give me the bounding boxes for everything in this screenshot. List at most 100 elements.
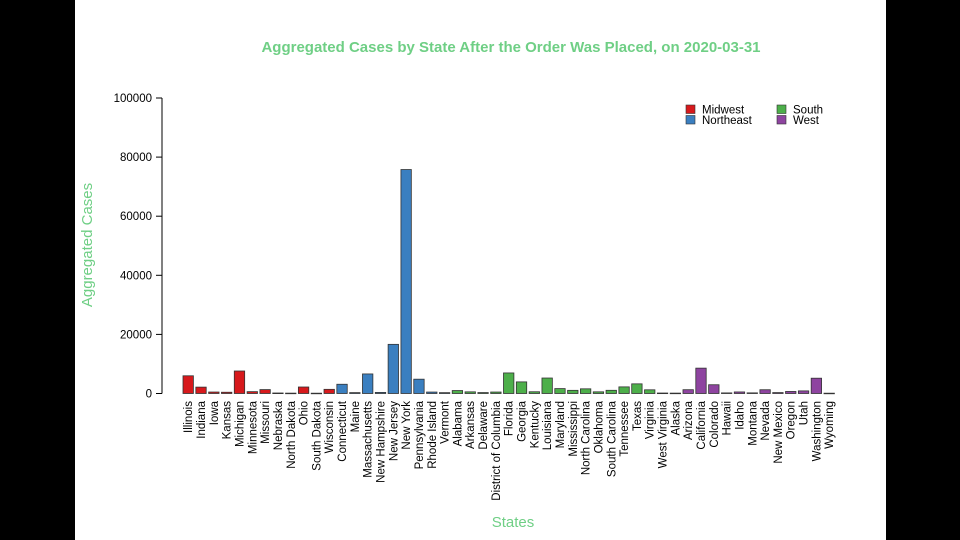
x-tick-label-massachusetts: Massachusetts — [363, 401, 375, 478]
bar-new-york — [400, 169, 412, 394]
x-tick-label-delaware: Delaware — [478, 401, 490, 450]
bar-ohio — [297, 386, 310, 394]
legend-swatch-midwest — [685, 104, 696, 114]
bar-missouri — [259, 389, 271, 394]
x-tick-label-rhode-island: Rhode Island — [427, 401, 439, 469]
y-tick-label-60000: 60000 — [120, 211, 152, 223]
bar-michigan — [233, 370, 246, 394]
x-tick-label-new-york: New York — [401, 401, 413, 450]
x-tick-label-iowa: Iowa — [209, 400, 221, 425]
bar-north-dakota — [285, 392, 297, 395]
bar-montana — [746, 392, 758, 394]
bar-wisconsin — [323, 388, 335, 394]
x-tick-label-north-carolina: North Carolina — [581, 400, 593, 475]
legend-label-midwest: Midwest — [702, 105, 745, 117]
x-tick-label-south-carolina: South Carolina — [606, 400, 618, 477]
x-tick-label-connecticut: Connecticut — [337, 400, 349, 462]
x-tick-label-ohio: Ohio — [299, 401, 311, 425]
x-tick-label-missouri: Missouri — [260, 401, 272, 444]
bar-nevada — [759, 389, 771, 394]
bar-texas — [631, 383, 643, 394]
bar-oklahoma — [592, 391, 605, 394]
x-tick-label-california: California — [696, 400, 708, 449]
bar-west-virginia — [656, 392, 669, 395]
bar-rhode-island — [426, 391, 438, 394]
x-tick-label-montana: Montana — [747, 400, 759, 445]
x-tick-label-indiana: Indiana — [196, 400, 208, 438]
bar-district-of-columbia — [490, 391, 502, 394]
x-tick-label-nebraska: Nebraska — [273, 400, 285, 450]
x-tick-label-nevada: Nevada — [760, 400, 772, 440]
y-tick-label-100000: 100000 — [114, 93, 152, 105]
x-tick-label-district-of-columbia: District of Columbia — [491, 400, 503, 500]
bar-virginia — [644, 389, 656, 394]
bar-new-jersey — [387, 343, 399, 394]
x-tick-label-new-hampshire: New Hampshire — [376, 401, 388, 483]
x-tick-label-hawaii: Hawaii — [722, 401, 734, 436]
chart-frame: Aggregated Cases by State After the Orde… — [75, 0, 886, 540]
x-tick-label-arizona: Arizona — [683, 400, 695, 440]
chart-title: Aggregated Cases by State After the Orde… — [261, 39, 760, 56]
x-tick-label-utah: Utah — [799, 401, 811, 425]
x-tick-label-colorado: Colorado — [709, 401, 721, 448]
bar-florida — [503, 372, 515, 394]
bar-iowa — [208, 391, 220, 394]
bar-indiana — [195, 386, 207, 394]
x-tick-label-maryland: Maryland — [555, 401, 567, 448]
x-tick-label-minnesota: Minnesota — [247, 400, 259, 454]
y-tick-label-0: 0 — [146, 389, 152, 401]
x-tick-label-north-dakota: North Dakota — [286, 400, 298, 468]
bar-tennessee — [618, 386, 630, 394]
x-tick-label-new-jersey: New Jersey — [388, 401, 400, 461]
x-tick-label-washington: Washington — [811, 401, 823, 461]
bar-south-dakota — [310, 392, 322, 395]
bar-kansas — [221, 391, 233, 394]
legend-swatch-south — [776, 104, 787, 114]
x-tick-label-arkansas: Arkansas — [465, 401, 477, 449]
legend-label-south: South — [793, 105, 823, 117]
x-tick-label-virginia: Virginia — [645, 400, 657, 439]
bar-minnesota — [246, 391, 258, 394]
x-tick-label-idaho: Idaho — [735, 401, 747, 430]
bar-new-hampshire — [374, 392, 387, 394]
legend-label-northeast: Northeast — [702, 115, 753, 127]
x-tick-label-maine: Maine — [350, 401, 362, 432]
bar-massachusetts — [362, 373, 374, 394]
bar-maine — [349, 392, 361, 394]
bar-colorado — [708, 384, 720, 394]
x-tick-label-florida: Florida — [504, 400, 516, 436]
bar-south-carolina — [605, 389, 617, 394]
legend-swatch-west — [776, 115, 787, 125]
bar-illinois — [182, 375, 194, 394]
bar-hawaii — [721, 392, 733, 394]
x-tick-label-west-virginia: West Virginia — [658, 400, 670, 468]
bar-delaware — [477, 392, 489, 394]
bar-arizona — [682, 389, 694, 394]
x-tick-label-alabama: Alabama — [452, 400, 464, 446]
x-tick-label-wyoming: Wyoming — [824, 401, 836, 449]
bar-mississippi — [567, 389, 579, 394]
x-tick-label-texas: Texas — [632, 401, 644, 431]
bar-oregon — [785, 391, 797, 394]
bar-california — [695, 367, 707, 394]
bar-louisiana — [541, 377, 553, 394]
bar-arkansas — [464, 391, 476, 394]
x-axis-title: States — [492, 514, 535, 531]
x-tick-label-michigan: Michigan — [235, 401, 247, 447]
x-tick-label-tennessee: Tennessee — [619, 401, 631, 457]
bar-connecticut — [336, 383, 348, 394]
y-tick-label-40000: 40000 — [120, 270, 152, 282]
x-tick-label-kansas: Kansas — [222, 401, 234, 440]
bar-kentucky — [528, 391, 540, 394]
bar-north-carolina — [580, 388, 592, 394]
x-tick-label-oregon: Oregon — [786, 401, 798, 439]
x-tick-label-kentucky: Kentucky — [529, 401, 541, 449]
bar-washington — [810, 377, 822, 394]
bar-georgia — [515, 381, 528, 394]
bar-maryland — [554, 388, 566, 394]
bar-chart: Aggregated Cases by State After the Orde… — [79, 39, 836, 531]
x-tick-label-south-dakota: South Dakota — [311, 400, 323, 470]
x-tick-label-oklahoma: Oklahoma — [593, 400, 605, 453]
x-tick-label-alaska: Alaska — [670, 400, 682, 435]
x-tick-label-georgia: Georgia — [517, 400, 529, 442]
